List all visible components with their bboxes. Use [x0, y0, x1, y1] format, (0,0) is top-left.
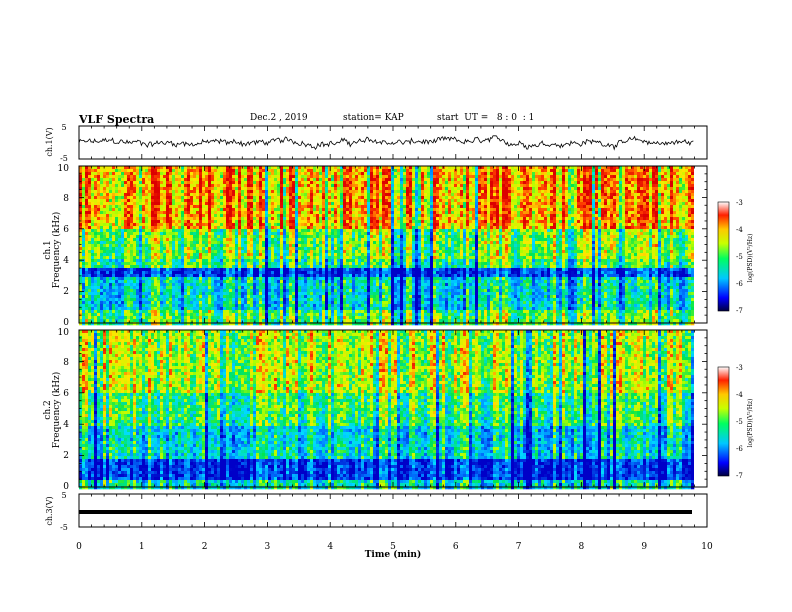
ch3-ylabel: ch.3(V)	[45, 496, 54, 525]
ch2-ylabel-ch: ch.2	[43, 400, 53, 419]
ch2-ytick-0: 0	[63, 482, 69, 492]
ch1-spectrogram-panel: 10 8 6 4 2 0 ch.1 Frequency (kHz)	[43, 164, 708, 328]
ch2-ytick-10: 10	[58, 328, 70, 338]
x-axis-tick-labels: 0 1 2 3 4 5 6 7 8 9 10	[76, 542, 713, 552]
ch1-waveform-line	[78, 135, 694, 151]
cb2-tick-m7: -7	[736, 472, 743, 480]
ch1-ylabel: ch.1(V)	[45, 127, 54, 156]
x-tick-label: 5	[390, 542, 396, 552]
ch2-ytick-6: 6	[63, 389, 69, 399]
cb2-label: log(PSD)(V²/Hz)	[747, 399, 754, 448]
cb2-tick-m3: -3	[736, 364, 743, 372]
cb1-tick-m7: -7	[736, 307, 743, 315]
ch2-spectrogram-panel: 10 8 6 4 2 0 ch.2 Frequency (kHz)	[43, 328, 708, 492]
cb1-tick-m3: -3	[736, 199, 743, 207]
ch1-waveform-panel: 5 -5 ch.1(V)	[45, 123, 708, 163]
ch1-freq-label: Frequency (kHz)	[51, 212, 62, 289]
ch2-freq-label: Frequency (kHz)	[51, 372, 62, 449]
ch1-ytick-4: 4	[63, 256, 69, 266]
ch1-spectrogram-heatmap	[79, 166, 707, 326]
ch1-ytick-10: 10	[58, 164, 70, 174]
x-tick-label: 9	[641, 542, 647, 552]
cb1-tick-m5: -5	[736, 253, 743, 261]
cb1-tick-m4: -4	[736, 226, 743, 234]
date-label: Dec.2 , 2019	[250, 113, 308, 123]
ch1-ytick-6: 6	[63, 225, 69, 235]
cb1-label: log(PSD)(V²/Hz)	[747, 234, 754, 283]
x-tick-label: 0	[76, 542, 82, 552]
ch1-colorbar: -3 -4 -5 -6 -7 log(PSD)(V²/Hz)	[717, 199, 754, 315]
ch2-spectrogram-heatmap	[79, 330, 707, 490]
ch1-ytick-0: 0	[63, 318, 69, 328]
ch3-ytick-top: 5	[61, 491, 66, 500]
x-tick-label: 7	[516, 542, 522, 552]
x-tick-label: 3	[265, 542, 271, 552]
cb1-tick-m6: -6	[736, 280, 743, 288]
ch1-ytick-8: 8	[63, 194, 69, 204]
x-tick-label: 8	[579, 542, 585, 552]
x-tick-label: 6	[453, 542, 459, 552]
cb2-tick-m5: -5	[736, 418, 743, 426]
ch1-ytick-2: 2	[63, 287, 69, 297]
station-label: station= KAP	[343, 113, 404, 123]
axis-ticks	[78, 126, 708, 527]
ch3-ytick-bottom: -5	[60, 523, 68, 532]
ch2-ytick-8: 8	[63, 358, 69, 368]
ch1-ylabel-ch: ch.1	[43, 240, 53, 259]
ch1-ytick-bottom: -5	[60, 154, 68, 163]
ch2-colorbar: -3 -4 -5 -6 -7 log(PSD)(V²/Hz)	[717, 364, 754, 480]
figure-title: VLF Spectra	[79, 113, 154, 126]
ch2-ytick-2: 2	[63, 451, 69, 461]
cb2-tick-m6: -6	[736, 445, 743, 453]
x-tick-label: 2	[202, 542, 208, 552]
x-tick-label: 1	[139, 542, 145, 552]
x-tick-label: 4	[327, 542, 333, 552]
ch3-waveform-panel: 5 -5 ch.3(V)	[45, 491, 708, 532]
ch1-ytick-top: 5	[61, 123, 66, 132]
start-time-label: start UT = 8 : 0 : 1	[437, 113, 534, 123]
x-axis-label: Time (min)	[365, 549, 422, 560]
ch2-ytick-4: 4	[63, 420, 69, 430]
x-tick-label: 10	[701, 542, 713, 552]
cb2-tick-m4: -4	[736, 391, 743, 399]
